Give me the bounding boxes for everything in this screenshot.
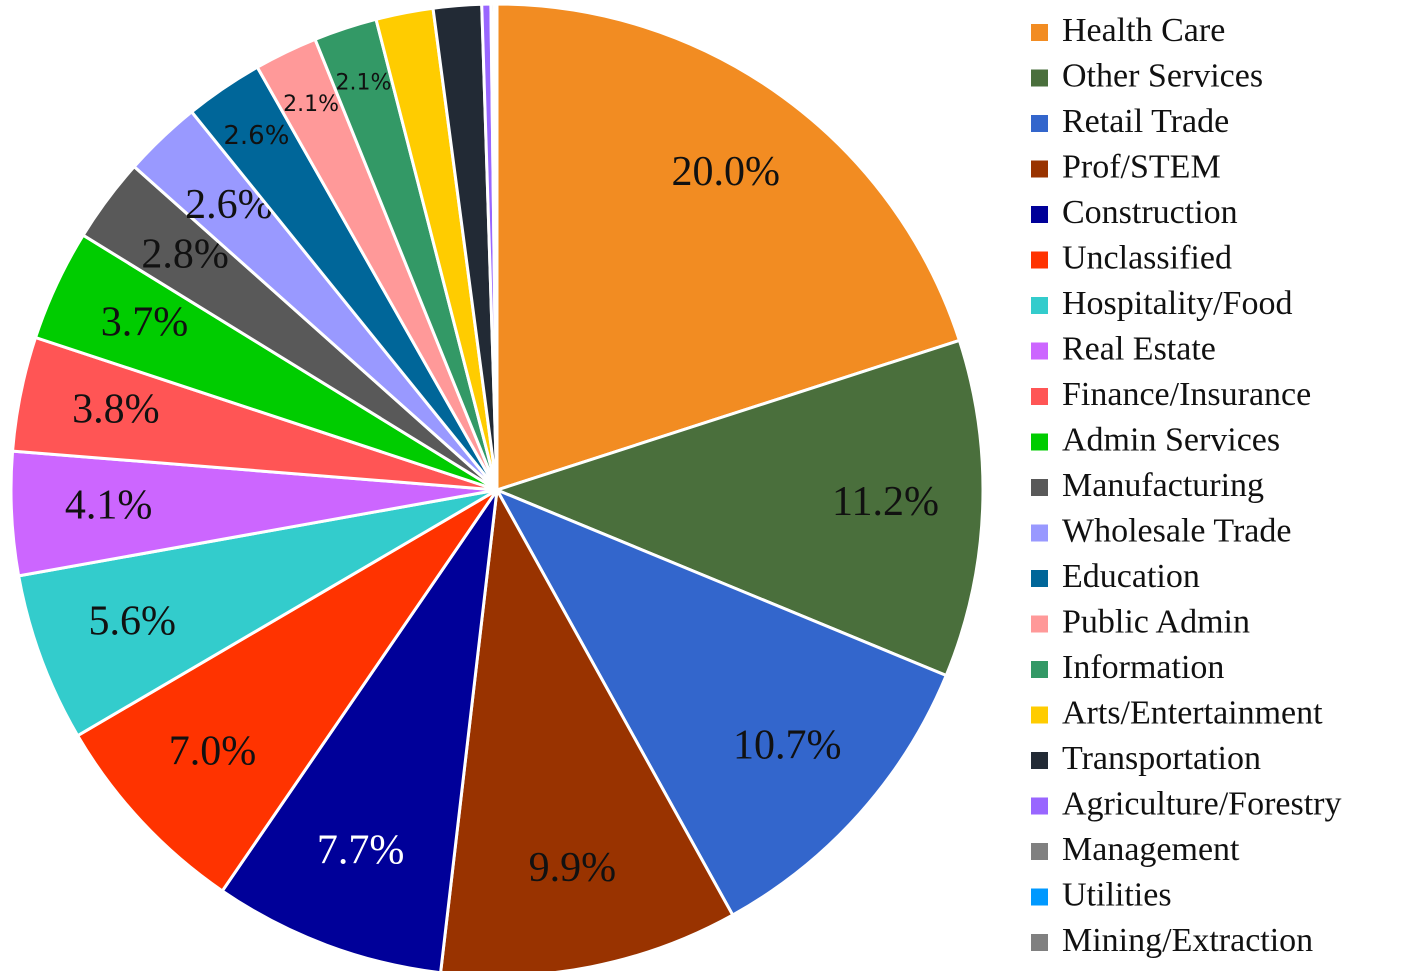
pie-slice [495,2,962,493]
legend-swatch [1031,433,1048,451]
legend-swatch [1031,297,1048,314]
legend-swatch [1031,661,1048,678]
legend-swatch [1031,206,1048,223]
legend-swatch [1031,24,1048,41]
pie-slice [439,485,735,971]
legend-label: Manufacturing [1062,467,1264,504]
legend-label: Agriculture/Forestry [1062,785,1342,822]
legend-swatch [1031,115,1048,132]
slice-label: 7.0% [169,729,257,775]
slice-label: 20.0% [671,149,780,195]
legend-label: Retail Trade [1062,103,1229,140]
legend-label: Wholesale Trade [1062,512,1291,549]
legend-swatch [1031,479,1048,496]
legend-swatch [1031,934,1048,951]
legend-label: Real Estate [1062,330,1216,367]
pie-slice [16,488,498,738]
slice-label: 4.1% [65,483,153,529]
legend-label: Information [1062,649,1224,686]
legend-label: Admin Services [1062,421,1280,458]
slice-label: 2.6% [223,121,289,151]
legend-label: Other Services [1062,57,1263,94]
legend-swatch [1031,388,1048,405]
legend-swatch [1031,570,1048,587]
legend-label: Education [1062,558,1200,595]
legend-swatch [1031,706,1048,724]
legend-swatch [1031,69,1048,87]
slice-label: 10.7% [733,722,842,768]
slice-label: 9.9% [529,845,617,891]
slice-label: 3.7% [101,300,189,346]
legend-swatch [1031,615,1048,633]
legend-label: Arts/Entertainment [1062,694,1323,731]
legend-label: Utilities [1062,876,1172,913]
legend-label: Prof/STEM [1062,148,1221,185]
pie-slice [493,2,499,491]
legend-swatch [1031,752,1048,769]
slice-label: 3.8% [72,387,160,433]
legend-swatch [1031,251,1048,269]
legend-swatch [1031,843,1048,860]
legend-label: Finance/Insurance [1062,376,1311,413]
legend-label: Health Care [1062,12,1225,49]
legend-label: Public Admin [1062,603,1250,640]
pie-slice [75,488,499,894]
slice-label: 11.2% [832,479,939,525]
slice-label: 2.1% [335,71,391,96]
legend-swatch [1031,160,1048,178]
legend-swatch [1031,342,1048,360]
legend-label: Mining/Extraction [1062,922,1313,959]
legend-swatch [1031,524,1048,542]
pie-slice [492,338,985,678]
pie-slice [493,486,949,918]
slice-label: 2.1% [283,92,339,117]
legend-swatch [1031,888,1048,906]
legend-swatch [1031,797,1048,815]
slice-label: 5.6% [89,598,177,644]
legend-label: Construction [1062,194,1238,231]
legend-label: Unclassified [1062,239,1232,276]
legend-label: Hospitality/Food [1062,285,1292,322]
legend-label: Management [1062,831,1240,868]
legend-label: Transportation [1062,740,1261,777]
slice-label: 7.7% [317,828,405,874]
